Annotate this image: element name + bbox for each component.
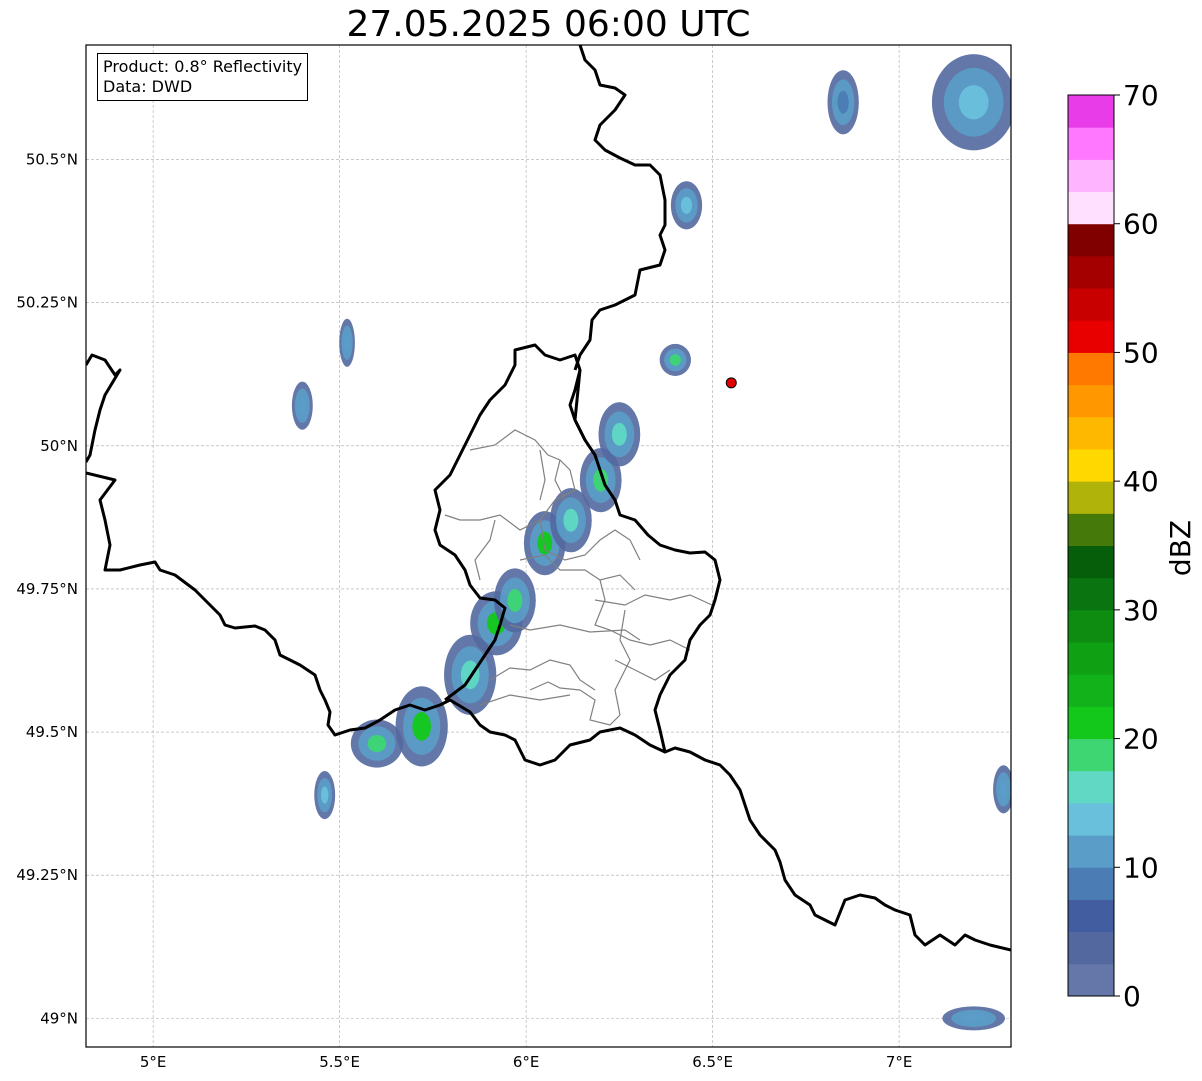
lat-tick-label: 49.5°N	[26, 723, 78, 741]
colorbar-label: dBZ	[1164, 520, 1197, 576]
colorbar-band	[1068, 545, 1114, 579]
lat-tick-label: 49.75°N	[16, 580, 78, 598]
echo-cell-core	[999, 780, 1008, 798]
colorbar-band	[1068, 384, 1114, 418]
colorbar-band	[1068, 867, 1114, 900]
colorbar-band	[1068, 513, 1114, 546]
colorbar-band	[1068, 770, 1114, 804]
colorbar-band	[1068, 127, 1114, 160]
echo-cell-core	[537, 531, 553, 555]
colorbar-tick-label: 10	[1123, 851, 1159, 884]
gridlines	[86, 45, 1011, 1047]
lat-tick-label: 49.25°N	[16, 866, 78, 884]
colorbar-band	[1068, 835, 1114, 868]
colorbar-tick-label: 50	[1123, 336, 1159, 369]
colorbar-frame	[1067, 94, 1115, 997]
colorbar-band	[1068, 609, 1114, 643]
colorbar-tick-label: 40	[1123, 465, 1159, 498]
lon-tick-label: 6°E	[513, 1053, 540, 1071]
longitude-ticks: 5°E 5.5°E 6°E 6.5°E 7°E	[140, 1053, 912, 1071]
colorbar-band	[1068, 931, 1114, 965]
colorbar: 0 10 20 30 40 50 60 70	[1067, 79, 1159, 1013]
colorbar-band	[1068, 416, 1114, 450]
map-title: 27.05.2025 06:00 UTC	[346, 4, 751, 45]
echo-cell-core	[563, 508, 579, 532]
data-source-label: Data: DWD	[103, 77, 193, 96]
colorbar-band	[1068, 255, 1114, 289]
colorbar-band	[1068, 320, 1114, 353]
reflectivity-echoes	[291, 54, 1011, 1031]
echo-cell-core	[837, 90, 849, 114]
colorbar-band	[1068, 352, 1114, 386]
lat-tick-label: 49°N	[40, 1009, 78, 1027]
echo-cell-core	[367, 734, 387, 753]
colorbar-tick-label: 60	[1123, 208, 1159, 241]
lon-tick-label: 6.5°E	[692, 1053, 733, 1071]
product-label: Product: 0.8° Reflectivity	[103, 57, 303, 76]
echo-cell-core	[611, 422, 627, 446]
colorbar-band	[1068, 223, 1114, 257]
echo-cell-core	[669, 354, 681, 366]
echo-cell-core	[680, 196, 693, 214]
lat-tick-label: 50.5°N	[26, 151, 78, 169]
colorbar-band	[1068, 706, 1114, 740]
echo-cell-core	[962, 1014, 985, 1023]
colorbar-band	[1068, 481, 1114, 514]
map-frame	[85, 44, 1012, 1048]
colorbar-tick-label: 0	[1123, 980, 1141, 1013]
colorbar-band	[1068, 159, 1114, 193]
echo-cell-core	[507, 588, 523, 612]
echo-cell-core	[958, 85, 989, 120]
radar-site-marker	[725, 377, 737, 389]
colorbar-band	[1068, 642, 1114, 675]
product-info-box: Product: 0.8° Reflectivity Data: DWD	[97, 53, 309, 101]
colorbar-tick-label: 70	[1123, 79, 1159, 112]
echo-cell-core	[298, 397, 307, 415]
colorbar-band	[1068, 963, 1114, 997]
colorbar-band	[1068, 674, 1114, 707]
echo-cell-core	[320, 786, 329, 804]
colorbar-band	[1068, 95, 1114, 128]
colorbar-band	[1068, 802, 1114, 836]
country-borders	[86, 45, 1011, 952]
colorbar-band	[1068, 899, 1114, 933]
colorbar-band	[1068, 191, 1114, 225]
lon-tick-label: 5°E	[140, 1053, 167, 1071]
lon-tick-label: 7°E	[886, 1053, 913, 1071]
colorbar-tick-label: 20	[1123, 723, 1159, 756]
echo-cell-core	[412, 712, 432, 741]
colorbar-band	[1068, 448, 1114, 482]
lon-tick-label: 5.5°E	[319, 1053, 360, 1071]
lat-tick-label: 50°N	[40, 437, 78, 455]
colorbar-band	[1068, 577, 1114, 611]
latitude-ticks: 49°N 49.25°N 49.5°N 49.75°N 50°N 50.25°N 50.5°…	[16, 151, 78, 1028]
colorbar-tick-label: 30	[1123, 594, 1159, 627]
colorbar-band	[1068, 288, 1114, 321]
colorbar-band	[1068, 738, 1114, 772]
echo-cell-core	[344, 334, 350, 352]
canton-borders	[444, 429, 713, 726]
lat-tick-label: 50.25°N	[16, 294, 78, 312]
